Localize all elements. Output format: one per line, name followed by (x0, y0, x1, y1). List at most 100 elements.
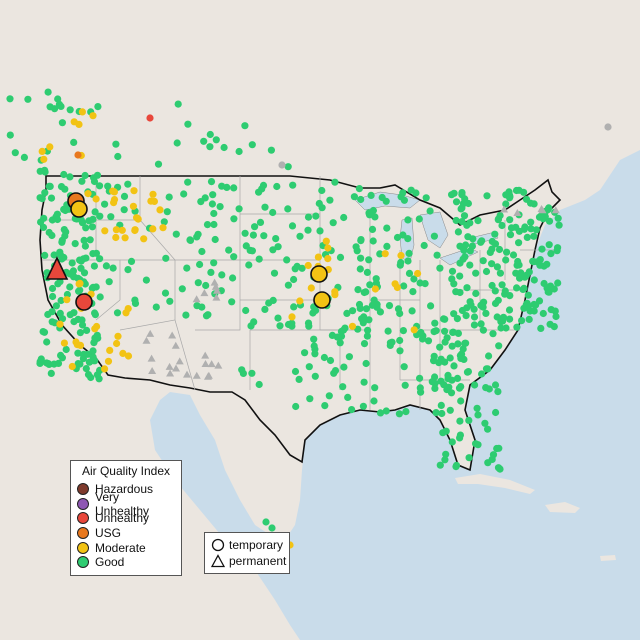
no-data-monitor-marker (551, 206, 560, 214)
temporary-monitor-marker[interactable] (310, 265, 328, 283)
good-monitor-marker (478, 237, 486, 245)
good-monitor-marker (399, 231, 407, 239)
good-monitor-marker (47, 194, 56, 202)
good-monitor-marker (101, 200, 109, 208)
good-monitor-marker (183, 264, 191, 272)
good-monitor-marker (48, 216, 57, 224)
temporary-monitor-marker[interactable] (75, 293, 93, 311)
good-monitor-marker (365, 316, 373, 324)
good-monitor-marker (57, 102, 65, 110)
highlighted-monitors[interactable] (45, 192, 331, 311)
good-monitor-marker (498, 281, 506, 289)
good-monitor-marker (450, 189, 458, 197)
good-monitor-marker (523, 233, 531, 241)
good-monitor-marker (66, 173, 74, 181)
hazardous-swatch (77, 483, 89, 496)
good-monitor-marker (417, 328, 425, 337)
nodata-monitor-marker (278, 161, 286, 169)
moderate-monitor-marker (112, 233, 120, 242)
good-monitor-marker (488, 281, 496, 290)
good-monitor-marker (527, 199, 535, 207)
good-monitor-marker (93, 371, 101, 379)
good-monitor-marker (270, 269, 279, 277)
good-monitor-marker (96, 293, 104, 301)
good-monitor-marker (450, 310, 458, 318)
good-monitor-marker (488, 260, 496, 268)
good-monitor-marker (488, 455, 496, 463)
good-monitor-marker (401, 381, 409, 389)
moderate-monitor-marker (38, 147, 46, 155)
good-monitor-marker (421, 280, 429, 288)
good-monitor-marker (448, 376, 456, 384)
good-monitor-marker (328, 331, 336, 339)
good-monitor-marker (530, 307, 538, 315)
moderate-monitor-marker (414, 269, 422, 278)
good-monitor-marker (515, 239, 523, 247)
good-monitor-marker (80, 269, 89, 277)
good-monitor-marker (48, 284, 57, 293)
good-monitor-marker (154, 160, 163, 168)
good-monitor-marker (396, 261, 404, 269)
good-monitor-marker (93, 171, 102, 179)
usg-swatch (77, 527, 89, 540)
good-monitor-marker (77, 216, 85, 224)
good-monitor-marker (477, 301, 485, 309)
good-monitor-marker (340, 363, 348, 371)
good-monitor-marker (488, 237, 496, 246)
temporary-monitor-marker[interactable] (70, 200, 88, 218)
good-monitor-marker (210, 209, 218, 218)
good-monitor-marker (448, 342, 456, 350)
good-monitor-marker (120, 206, 128, 214)
good-monitor-marker (60, 205, 68, 213)
good-monitor-marker (208, 200, 216, 208)
moderate-monitor-marker (101, 227, 109, 235)
good-monitor-marker (70, 138, 78, 146)
no-data-monitor-marker (214, 361, 223, 369)
good-monitor-marker (520, 304, 528, 312)
good-monitor-marker (446, 354, 454, 362)
good-monitor-marker (363, 268, 371, 276)
good-monitor-marker (182, 311, 190, 319)
good-monitor-marker (495, 444, 503, 452)
moderate-monitor-marker (140, 235, 148, 243)
good-monitor-marker (354, 286, 362, 294)
good-monitor-marker (326, 356, 335, 365)
good-monitor-marker (506, 194, 514, 202)
good-monitor-marker (436, 461, 444, 469)
temporary-monitor-marker[interactable] (313, 291, 331, 309)
legend-item-unhealthy: Unhealthy (77, 511, 175, 526)
moderate-monitor-marker (147, 197, 155, 205)
good-monitor-marker (465, 416, 473, 424)
good-monitor-marker (88, 284, 96, 292)
good-monitor-marker (184, 120, 192, 128)
no-data-monitor-marker (201, 360, 210, 368)
legend-label: Unhealthy (95, 511, 150, 526)
good-monitor-marker (420, 241, 428, 250)
good-monitor-marker (310, 335, 318, 343)
good-monitor-marker (431, 319, 439, 327)
good-monitor-marker (80, 236, 88, 244)
good-monitor-marker (40, 328, 49, 336)
good-monitor-marker (312, 212, 320, 220)
good-monitor-marker (211, 235, 219, 244)
good-monitor-marker (383, 224, 391, 232)
good-monitor-marker (339, 383, 347, 391)
good-monitor-marker (350, 193, 358, 201)
moderate-monitor-marker (73, 341, 81, 349)
good-monitor-marker (492, 408, 500, 417)
permanent-monitor-marker[interactable] (45, 256, 69, 280)
good-monitor-marker (360, 288, 368, 297)
good-monitor-marker (357, 195, 365, 204)
good-monitor-marker (194, 279, 202, 287)
good-monitor-marker (36, 167, 44, 175)
good-monitor-marker (546, 320, 554, 328)
good-monitor-marker (348, 406, 356, 414)
good-monitor-marker (437, 355, 445, 363)
good-monitor-marker (552, 312, 560, 321)
monitor-type-legend: temporary permanent (204, 532, 290, 574)
no-data-monitor-marker (183, 370, 192, 378)
legend-label: permanent (229, 554, 287, 568)
good-monitor-marker (527, 225, 535, 233)
good-monitor-marker (365, 256, 373, 264)
good-monitor-marker (310, 342, 318, 350)
